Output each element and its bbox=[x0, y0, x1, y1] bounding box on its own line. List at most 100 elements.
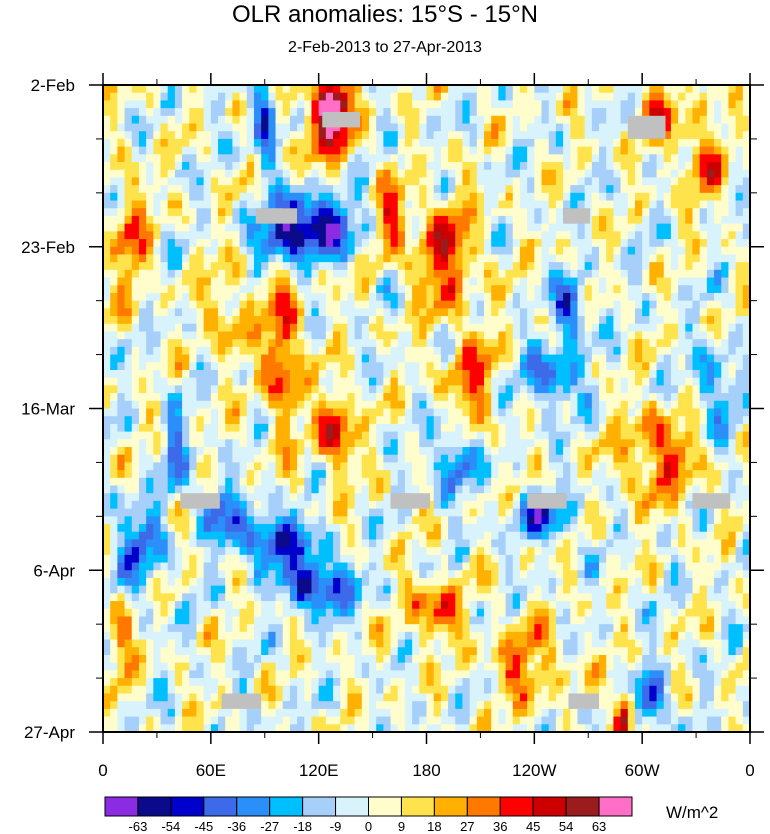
heatmap-cell bbox=[440, 277, 449, 286]
heatmap-cell bbox=[634, 269, 643, 279]
heatmap-cell bbox=[289, 308, 298, 317]
heatmap-cell bbox=[340, 431, 349, 440]
heatmap-cell bbox=[742, 292, 750, 302]
heatmap-cell bbox=[131, 254, 140, 263]
heatmap-cell bbox=[699, 115, 708, 125]
heatmap-cell bbox=[527, 246, 535, 256]
heatmap-cell bbox=[606, 500, 615, 510]
heatmap-cell bbox=[742, 115, 750, 125]
heatmap-cell bbox=[512, 85, 521, 94]
heatmap-cell bbox=[634, 138, 643, 148]
heatmap-cell bbox=[555, 177, 564, 186]
heatmap-cell bbox=[541, 439, 550, 448]
heatmap-cell bbox=[325, 393, 334, 402]
heatmap-cell bbox=[476, 300, 485, 309]
heatmap-cell bbox=[225, 292, 233, 302]
heatmap-cell bbox=[678, 454, 686, 464]
heatmap-cell bbox=[390, 169, 399, 179]
heatmap-cell bbox=[634, 362, 643, 371]
heatmap-cell bbox=[124, 123, 133, 132]
heatmap-cell bbox=[412, 431, 420, 440]
heatmap-cell bbox=[203, 239, 212, 248]
heatmap-cell bbox=[110, 185, 118, 194]
heatmap-cell bbox=[570, 285, 579, 294]
heatmap-cell bbox=[606, 100, 615, 109]
heatmap-cell bbox=[340, 423, 349, 433]
heatmap-cell bbox=[340, 269, 349, 279]
heatmap-cell bbox=[239, 100, 248, 109]
heatmap-cell bbox=[304, 323, 313, 333]
heatmap-cell bbox=[584, 423, 593, 433]
heatmap-cell bbox=[491, 254, 499, 263]
heatmap-cell bbox=[318, 493, 327, 502]
heatmap-cell bbox=[225, 346, 233, 356]
heatmap-cell bbox=[404, 385, 413, 394]
heatmap-cell bbox=[225, 323, 233, 333]
heatmap-cell bbox=[103, 393, 111, 402]
heatmap-cell bbox=[721, 108, 730, 117]
heatmap-cell bbox=[656, 215, 665, 225]
heatmap-cell bbox=[584, 246, 593, 256]
heatmap-cell bbox=[570, 369, 579, 379]
heatmap-cell bbox=[591, 131, 600, 140]
heatmap-cell bbox=[735, 108, 744, 117]
heatmap-cell bbox=[390, 115, 399, 125]
heatmap-cell bbox=[354, 123, 363, 132]
heatmap-cell bbox=[225, 262, 233, 271]
heatmap-cell bbox=[153, 485, 162, 494]
heatmap-cell bbox=[570, 154, 579, 163]
heatmap-cell bbox=[469, 200, 478, 209]
heatmap-cell bbox=[268, 377, 277, 386]
heatmap-cell bbox=[433, 385, 442, 394]
heatmap-cell bbox=[325, 408, 334, 417]
heatmap-cell bbox=[146, 393, 154, 402]
heatmap-cell bbox=[555, 477, 564, 487]
heatmap-cell bbox=[519, 239, 528, 248]
heatmap-cell bbox=[433, 169, 442, 179]
heatmap-cell bbox=[685, 185, 694, 194]
heatmap-cell bbox=[570, 431, 579, 440]
heatmap-cell bbox=[361, 454, 370, 464]
heatmap-cell bbox=[182, 262, 190, 271]
heatmap-cell bbox=[577, 447, 586, 456]
heatmap-cell bbox=[218, 138, 226, 148]
heatmap-cell bbox=[735, 439, 744, 448]
heatmap-cell bbox=[297, 500, 305, 510]
heatmap-cell bbox=[368, 385, 377, 394]
heatmap-cell bbox=[577, 192, 586, 202]
heatmap-cell bbox=[527, 470, 535, 479]
heatmap-cell bbox=[534, 346, 543, 356]
heatmap-cell bbox=[606, 239, 615, 248]
heatmap-cell bbox=[685, 416, 694, 425]
heatmap-cell bbox=[361, 393, 370, 402]
heatmap-cell bbox=[505, 393, 514, 402]
heatmap-cell bbox=[289, 115, 298, 125]
heatmap-cell bbox=[613, 154, 622, 163]
heatmap-cell bbox=[390, 154, 399, 163]
heatmap-cell bbox=[397, 431, 406, 440]
heatmap-cell bbox=[692, 231, 701, 240]
heatmap-cell bbox=[570, 447, 579, 456]
heatmap-cell bbox=[153, 154, 162, 163]
heatmap-cell bbox=[397, 308, 406, 317]
heatmap-cell bbox=[397, 331, 406, 340]
heatmap-cell bbox=[455, 316, 464, 325]
heatmap-cell bbox=[376, 477, 384, 487]
heatmap-cell bbox=[124, 454, 133, 464]
heatmap-cell bbox=[397, 470, 406, 479]
heatmap-cell bbox=[440, 269, 449, 279]
heatmap-cell bbox=[347, 316, 356, 325]
heatmap-cell bbox=[189, 108, 198, 117]
heatmap-cell bbox=[541, 292, 550, 302]
heatmap-cell bbox=[397, 439, 406, 448]
heatmap-cell bbox=[404, 323, 413, 333]
heatmap-cell bbox=[368, 223, 377, 232]
heatmap-cell bbox=[275, 423, 284, 433]
heatmap-cell bbox=[642, 138, 650, 148]
heatmap-cell bbox=[469, 185, 478, 194]
heatmap-cell bbox=[297, 239, 305, 248]
heatmap-cell bbox=[649, 462, 658, 471]
heatmap-cell bbox=[742, 431, 750, 440]
heatmap-cell bbox=[275, 223, 284, 232]
